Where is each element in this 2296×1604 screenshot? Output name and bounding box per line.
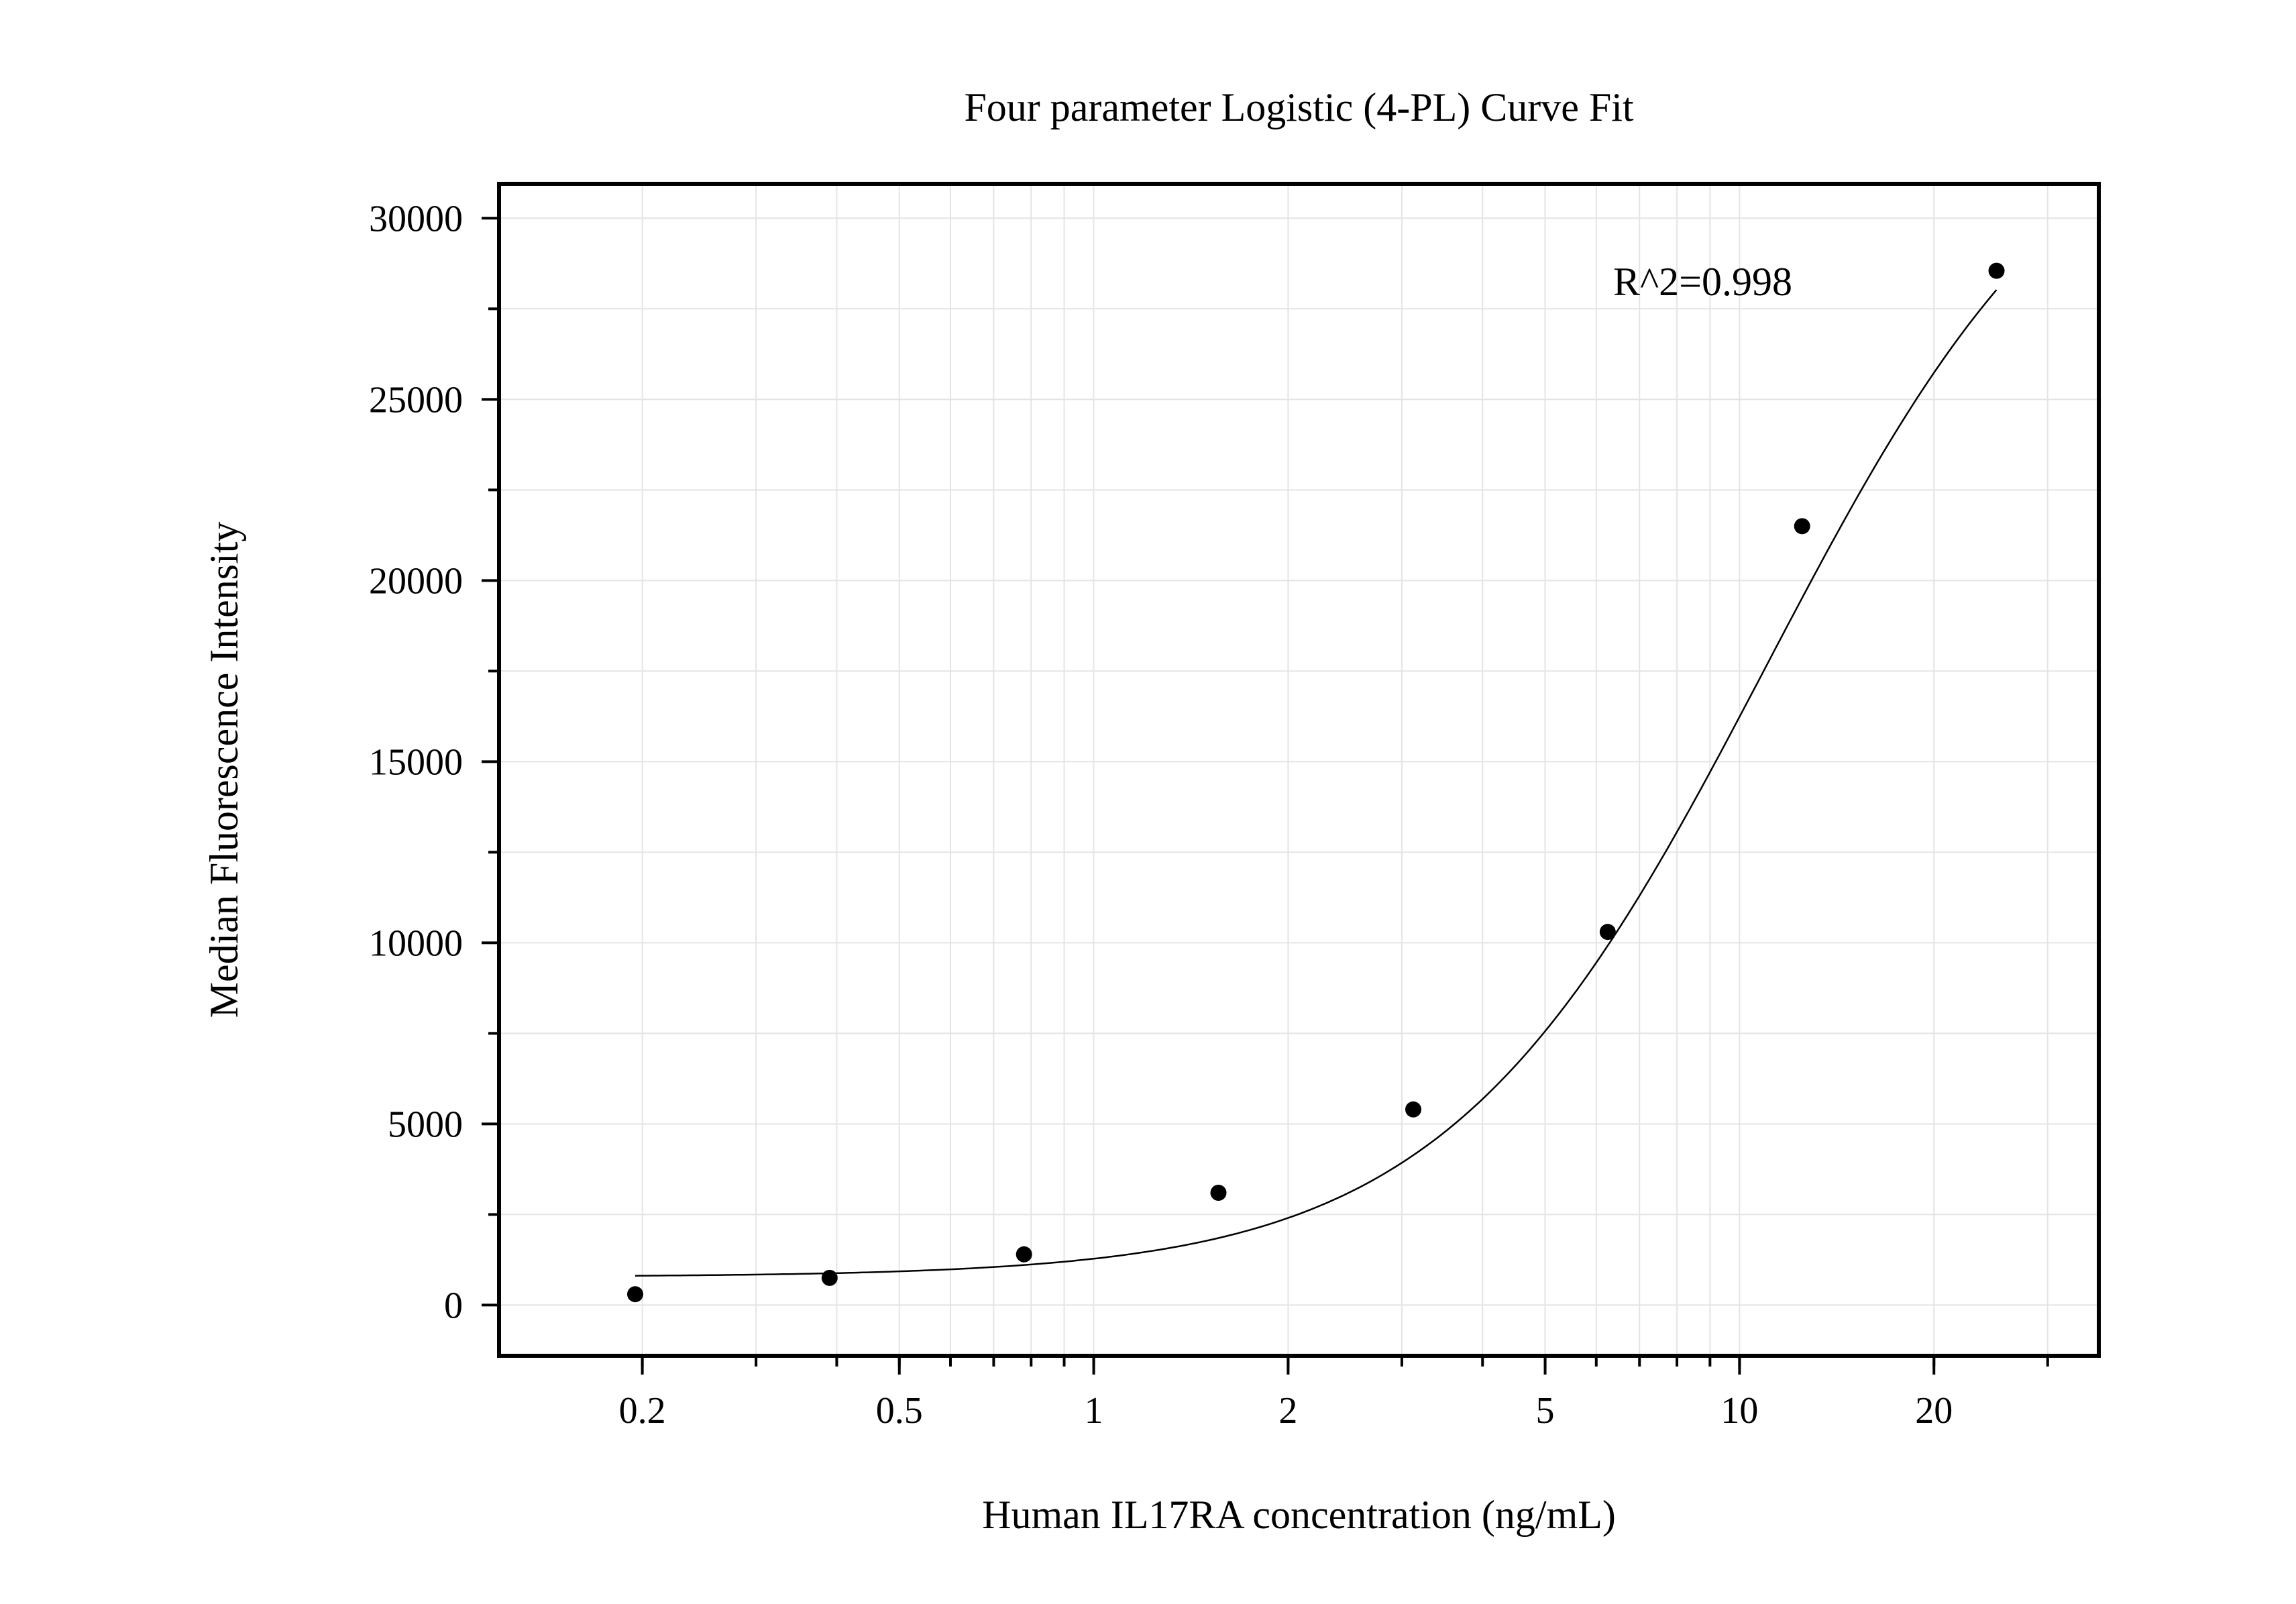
fit-curve	[635, 289, 1998, 1277]
x-tick-label: 20	[1915, 1390, 1953, 1432]
plot-area-frame	[497, 182, 2101, 1358]
data-point	[1405, 1101, 1422, 1118]
y-tick-label: 5000	[388, 1104, 463, 1145]
data-points	[627, 262, 2005, 1303]
y-tick-label: 15000	[369, 741, 463, 783]
data-point	[821, 1269, 838, 1286]
x-tick-label: 0.2	[619, 1390, 666, 1432]
data-point	[1210, 1184, 1227, 1201]
data-point	[627, 1286, 644, 1303]
axis-ticks	[482, 217, 2049, 1375]
x-axis-label: Human IL17RA concentration (ng/mL)	[982, 1493, 1616, 1537]
chart-title: Four parameter Logistic (4-PL) Curve Fit	[964, 85, 1633, 129]
x-tick-label: 0.5	[876, 1390, 923, 1432]
data-point	[1988, 262, 2005, 279]
y-tick-label: 0	[444, 1285, 463, 1326]
axis-tick-labels: 0.2 0.5 1 2 5 10 20 0 5000 10000 15000 20000 25000 30…	[369, 198, 1953, 1432]
y-tick-label: 10000	[369, 922, 463, 964]
x-tick-label: 1	[1085, 1390, 1103, 1432]
y-tick-label: 20000	[369, 560, 463, 602]
data-point	[1599, 924, 1616, 941]
y-axis-label: Median Fluorescence Intensity	[202, 522, 246, 1018]
y-tick-label: 30000	[369, 198, 463, 239]
x-tick-label: 5	[1536, 1390, 1555, 1432]
data-point	[1016, 1246, 1032, 1263]
r-squared-annotation: R^2=0.998	[1613, 260, 1792, 304]
x-tick-label: 10	[1720, 1390, 1758, 1432]
y-tick-label: 25000	[369, 379, 463, 421]
data-point	[1794, 518, 1810, 535]
x-tick-label: 2	[1278, 1390, 1297, 1432]
grid	[499, 184, 2099, 1356]
